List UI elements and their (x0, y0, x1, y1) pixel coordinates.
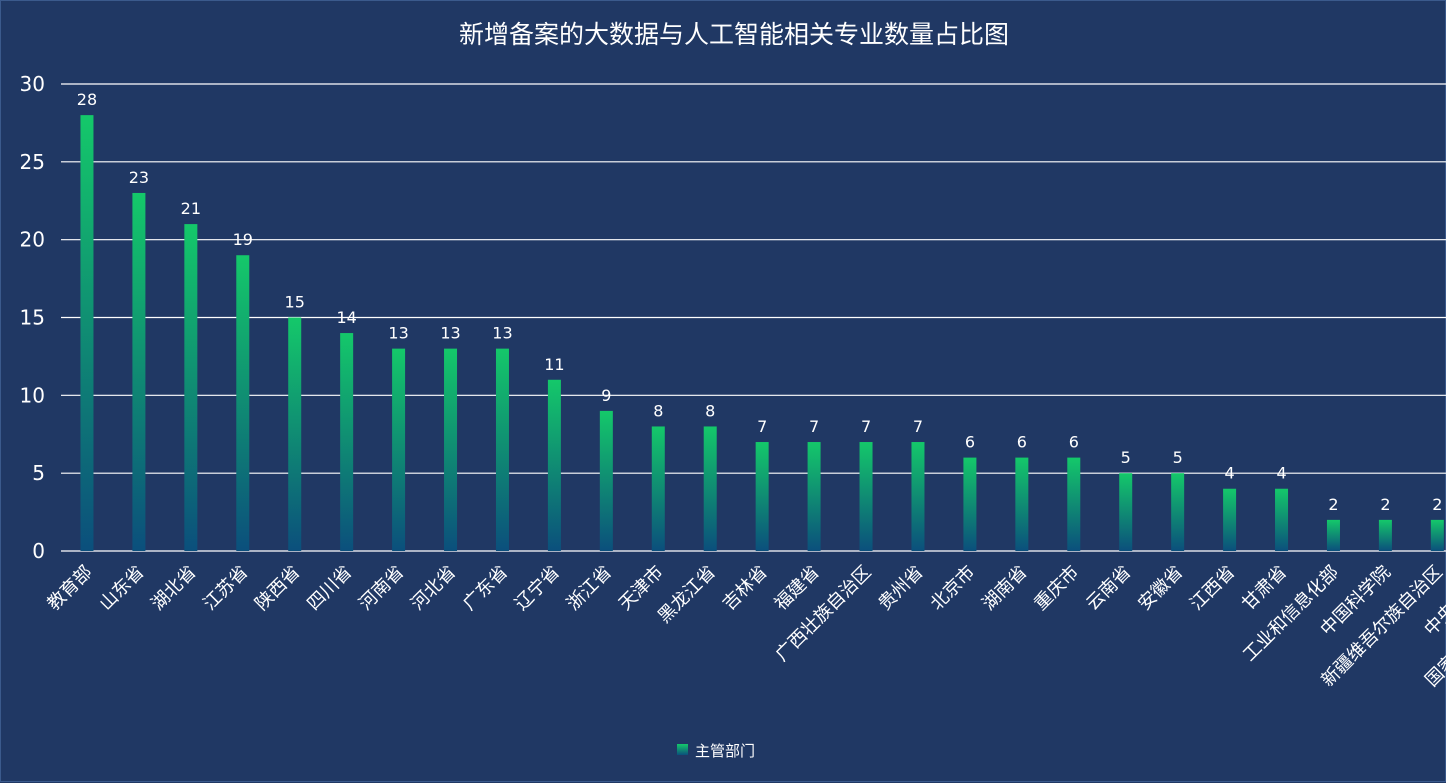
data-label: 7 (913, 417, 923, 436)
bar (132, 192, 146, 551)
data-label: 14 (336, 308, 356, 327)
y-axis-ticks: 0 5 10 15 20 25 30 (20, 72, 45, 563)
data-label: 13 (388, 324, 408, 343)
bar (1326, 519, 1340, 551)
data-label: 2 (1432, 495, 1442, 514)
bar (599, 410, 613, 551)
data-label: 6 (1017, 433, 1027, 452)
data-label: 2 (1380, 495, 1390, 514)
bar (807, 442, 821, 551)
bar (911, 442, 925, 551)
bar (80, 115, 94, 551)
data-label: 9 (601, 386, 611, 405)
data-label: 19 (233, 230, 253, 249)
bar (1171, 473, 1185, 551)
bar (1015, 457, 1029, 551)
data-label: 15 (285, 293, 305, 312)
gridlines (61, 83, 1446, 552)
x-tick-label: 陕西省 (251, 562, 304, 615)
y-tick-label: 20 (20, 228, 45, 252)
x-tick-label: 江西省 (1186, 562, 1239, 615)
data-label: 4 (1225, 464, 1235, 483)
x-tick-label: 黑龙江省 (654, 562, 720, 628)
data-label: 8 (705, 401, 715, 420)
x-tick-label: 吉林省 (719, 562, 772, 615)
x-tick-label: 教育部 (43, 562, 96, 615)
x-tick-label: 浙江省 (563, 562, 616, 615)
bar (495, 348, 509, 551)
x-tick-label: 四川省 (303, 562, 356, 615)
x-tick-label: 安徽省 (1134, 562, 1187, 615)
x-tick-label: 山东省 (95, 562, 148, 615)
legend-label: 主管部门 (695, 742, 755, 760)
y-tick-label: 5 (32, 461, 45, 485)
bar (288, 317, 302, 551)
data-label: 4 (1276, 464, 1286, 483)
x-tick-label: 辽宁省 (511, 562, 564, 615)
chart-title: 新增备案的大数据与人工智能相关专业数量占比图 (459, 20, 1009, 49)
x-tick-label: 重庆市 (1030, 562, 1083, 615)
data-label: 7 (861, 417, 871, 436)
bar (1430, 519, 1444, 551)
data-label: 5 (1173, 448, 1183, 467)
data-label: 7 (809, 417, 819, 436)
x-tick-label: 云南省 (1082, 562, 1135, 615)
x-tick-label: 北京市 (926, 562, 979, 615)
bar (392, 348, 406, 551)
bar (859, 442, 873, 551)
x-tick-label: 河南省 (355, 562, 408, 615)
x-tick-label: 广西壮族自治区 (772, 562, 876, 666)
y-tick-label: 25 (20, 150, 45, 174)
bar (1119, 473, 1133, 551)
data-label: 11 (544, 355, 564, 374)
bar (444, 348, 458, 551)
bar (703, 426, 717, 551)
data-label: 6 (1069, 433, 1079, 452)
data-label: 7 (757, 417, 767, 436)
data-label: 8 (653, 401, 663, 420)
data-label: 6 (965, 433, 975, 452)
data-label: 21 (181, 199, 201, 218)
bar (1378, 519, 1392, 551)
y-tick-label: 10 (20, 383, 45, 407)
x-tick-label: 湖南省 (978, 562, 1031, 615)
x-tick-label: 贵州省 (874, 562, 927, 615)
x-tick-label: 广东省 (459, 562, 512, 615)
bar (1275, 488, 1289, 551)
bar (755, 442, 769, 551)
data-labels: 2823211915141313131198877776665544222111… (77, 90, 1443, 514)
bar (963, 457, 977, 551)
y-tick-label: 0 (32, 539, 45, 563)
data-label: 23 (129, 168, 149, 187)
x-tick-label: 河北省 (407, 562, 460, 615)
x-tick-label: 江苏省 (199, 562, 252, 615)
data-label: 28 (77, 90, 97, 109)
bar (651, 426, 665, 551)
y-tick-label: 30 (20, 72, 45, 96)
y-tick-label: 15 (20, 306, 45, 330)
data-label: 5 (1121, 448, 1131, 467)
x-tick-label: 湖北省 (147, 562, 200, 615)
bar (184, 224, 198, 551)
bar (236, 255, 250, 551)
bar (1223, 488, 1237, 551)
bar (1067, 457, 1081, 551)
bar (340, 333, 354, 551)
data-label: 13 (492, 324, 512, 343)
legend-swatch (677, 744, 688, 755)
legend: 主管部门 (677, 742, 755, 760)
data-label: 2 (1328, 495, 1338, 514)
bar (547, 379, 561, 551)
x-axis-ticks: 教育部山东省湖北省江苏省陕西省四川省河南省河北省广东省辽宁省浙江省天津市黑龙江省… (43, 562, 1446, 691)
data-label: 13 (440, 324, 460, 343)
bars (80, 115, 1444, 551)
